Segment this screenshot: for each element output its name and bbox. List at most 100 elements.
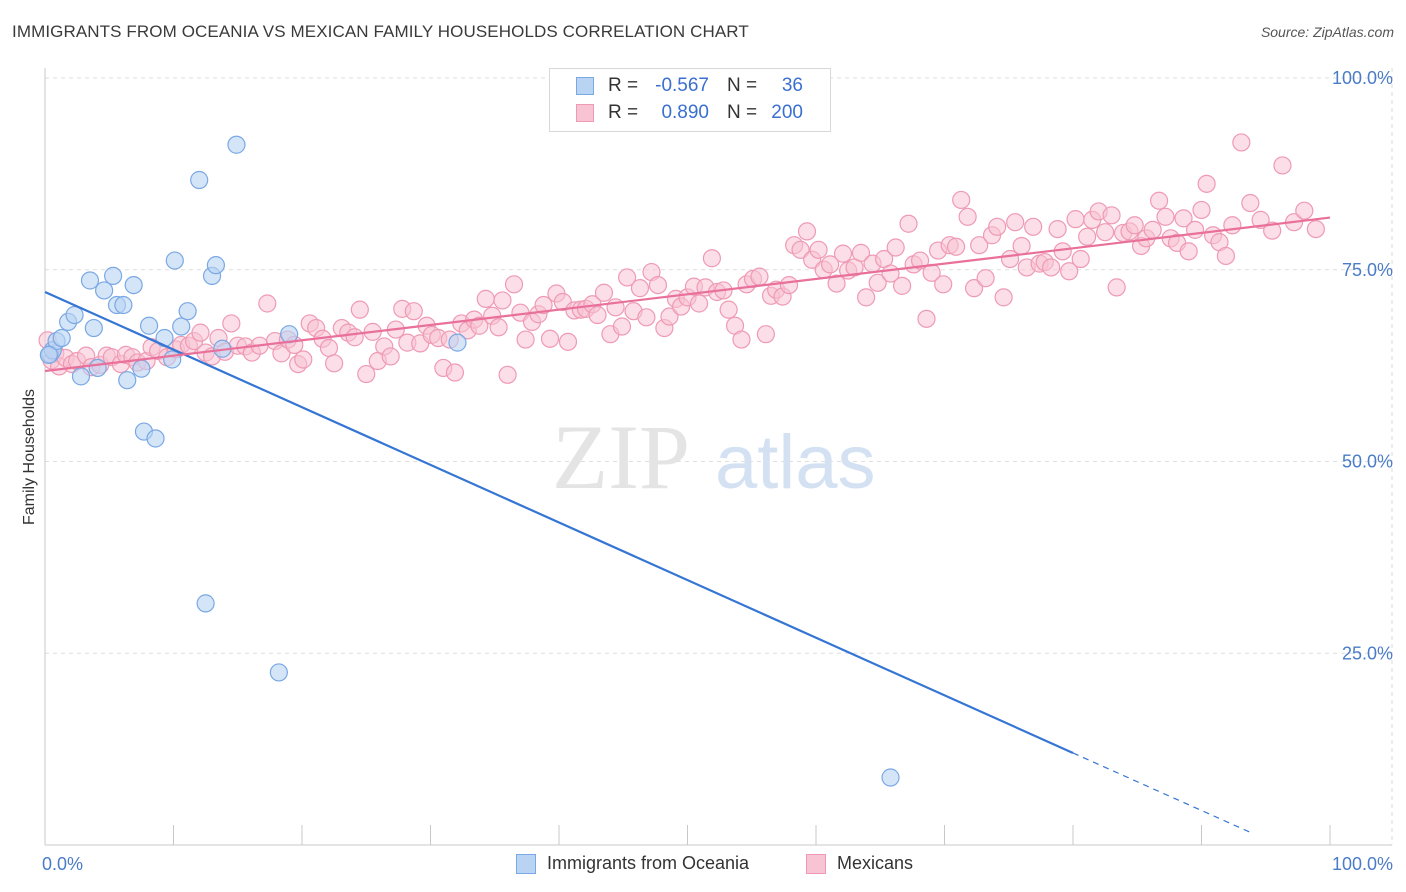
mexicans-point bbox=[833, 244, 853, 263]
mexicans-point bbox=[612, 317, 632, 336]
mexicans-point bbox=[191, 323, 210, 342]
mexicans-point bbox=[489, 318, 508, 337]
mexicans-point bbox=[493, 291, 512, 310]
mexicans-point bbox=[827, 274, 846, 293]
mexicans-point bbox=[381, 347, 400, 366]
mexicans-point bbox=[934, 275, 953, 294]
mexicans-point bbox=[445, 363, 465, 382]
mexicans-point bbox=[952, 190, 971, 210]
mexicans-trend-line bbox=[44, 216, 1331, 373]
grid-lines bbox=[45, 68, 1393, 845]
mexicans-point bbox=[851, 243, 871, 262]
mexicans-point bbox=[910, 251, 930, 270]
mexicans-point bbox=[750, 267, 769, 286]
mexicans-point bbox=[1273, 156, 1292, 175]
mexicans-point bbox=[1071, 249, 1090, 269]
oceania-point bbox=[146, 429, 165, 448]
mexicans-point bbox=[325, 354, 344, 373]
oceania-point bbox=[80, 271, 100, 290]
mexicans-point bbox=[857, 288, 876, 307]
watermark-zip: ZIP bbox=[552, 406, 690, 508]
mexicans-point bbox=[1006, 213, 1025, 232]
series-mexicans bbox=[38, 133, 1325, 384]
trend-lines bbox=[44, 216, 1331, 835]
oceania-trend-line bbox=[44, 290, 1074, 754]
mexicans-point bbox=[756, 325, 775, 344]
mexicans-point bbox=[702, 249, 722, 268]
oceania-point bbox=[163, 350, 182, 369]
mexicans-point bbox=[594, 283, 614, 302]
mexicans-point bbox=[958, 207, 977, 226]
mexicans-point bbox=[1107, 278, 1126, 297]
mexicans-point bbox=[357, 364, 376, 384]
mexicans-point bbox=[1241, 193, 1260, 213]
legend-label-oceania: Immigrants from Oceania bbox=[547, 853, 750, 873]
n-value: 200 bbox=[771, 102, 803, 123]
mexicans-point bbox=[976, 269, 995, 288]
oceania-point bbox=[88, 358, 107, 378]
oceania-trend-extension bbox=[1072, 752, 1254, 835]
y-tick-label: 75.0% bbox=[1342, 260, 1393, 280]
y-tick-label: 50.0% bbox=[1342, 452, 1393, 472]
mexicans-point bbox=[1012, 236, 1031, 256]
n-label: N = bbox=[727, 102, 758, 123]
mexicans-point bbox=[964, 279, 984, 298]
mexicans-point bbox=[516, 330, 535, 349]
n-value: 36 bbox=[781, 75, 803, 96]
mexicans-point bbox=[345, 328, 364, 347]
mexicans-point bbox=[540, 329, 560, 348]
oceania-point bbox=[206, 256, 226, 275]
mexicans-point bbox=[294, 350, 313, 369]
mexicans-point bbox=[1223, 216, 1242, 235]
oceania-point bbox=[104, 266, 123, 285]
oceania-point bbox=[881, 768, 900, 787]
oceania-point bbox=[190, 170, 209, 190]
mexicans-point bbox=[689, 294, 709, 313]
oceania-swatch bbox=[576, 77, 594, 95]
mexicans-point bbox=[1251, 210, 1270, 229]
y-axis-label: Family Households bbox=[21, 389, 38, 525]
mexicans-point bbox=[470, 316, 489, 335]
mexicans-point bbox=[588, 305, 607, 325]
tick-labels: 25.0% 50.0% 75.0% 100.0% 0.0% 100.0% bbox=[42, 68, 1393, 874]
mexicans-point bbox=[637, 308, 656, 327]
mexicans-point bbox=[791, 240, 810, 259]
legend-swatch-oceania bbox=[516, 854, 536, 874]
mexicans-point bbox=[1053, 242, 1072, 261]
legend-swatch-mexicans bbox=[806, 854, 826, 874]
mexicans-point bbox=[1048, 219, 1067, 239]
mexicans-point bbox=[1096, 223, 1115, 242]
mexicans-point bbox=[988, 217, 1007, 236]
oceania-point bbox=[39, 345, 58, 364]
mexicans-point bbox=[1125, 216, 1144, 235]
mexicans-point bbox=[899, 214, 918, 233]
mexicans-point bbox=[797, 222, 817, 241]
mexicans-point bbox=[779, 275, 799, 295]
oceania-point bbox=[118, 371, 137, 390]
source-label: Source: ZipAtlas.com bbox=[1260, 24, 1394, 40]
mexicans-point bbox=[476, 289, 495, 308]
x-tick-label: 100.0% bbox=[1332, 854, 1393, 874]
mexicans-point bbox=[1078, 227, 1097, 246]
mexicans-point bbox=[946, 237, 966, 256]
oceania-point bbox=[132, 359, 151, 378]
mexicans-point bbox=[258, 294, 277, 313]
mexicans-point bbox=[618, 268, 637, 287]
mexicans-point bbox=[809, 240, 828, 259]
watermark-atlas: atlas bbox=[715, 420, 876, 505]
oceania-point bbox=[52, 328, 71, 348]
mexicans-point bbox=[1263, 221, 1282, 240]
oceania-point bbox=[139, 316, 159, 335]
axes bbox=[44, 68, 1392, 846]
legend: Immigrants from Oceania Mexicans bbox=[0, 852, 1406, 878]
mexicans-point bbox=[558, 332, 578, 351]
mexicans-point bbox=[1295, 201, 1314, 220]
r-label: R = bbox=[608, 75, 639, 96]
mexicans-point bbox=[660, 307, 679, 326]
watermark: ZIP atlas bbox=[552, 406, 876, 508]
chart-title: IMMIGRANTS FROM OCEANIA VS MEXICAN FAMIL… bbox=[12, 22, 749, 41]
mexicans-point bbox=[1216, 246, 1236, 266]
n-label: N = bbox=[727, 75, 758, 96]
mexicans-point bbox=[648, 275, 668, 295]
